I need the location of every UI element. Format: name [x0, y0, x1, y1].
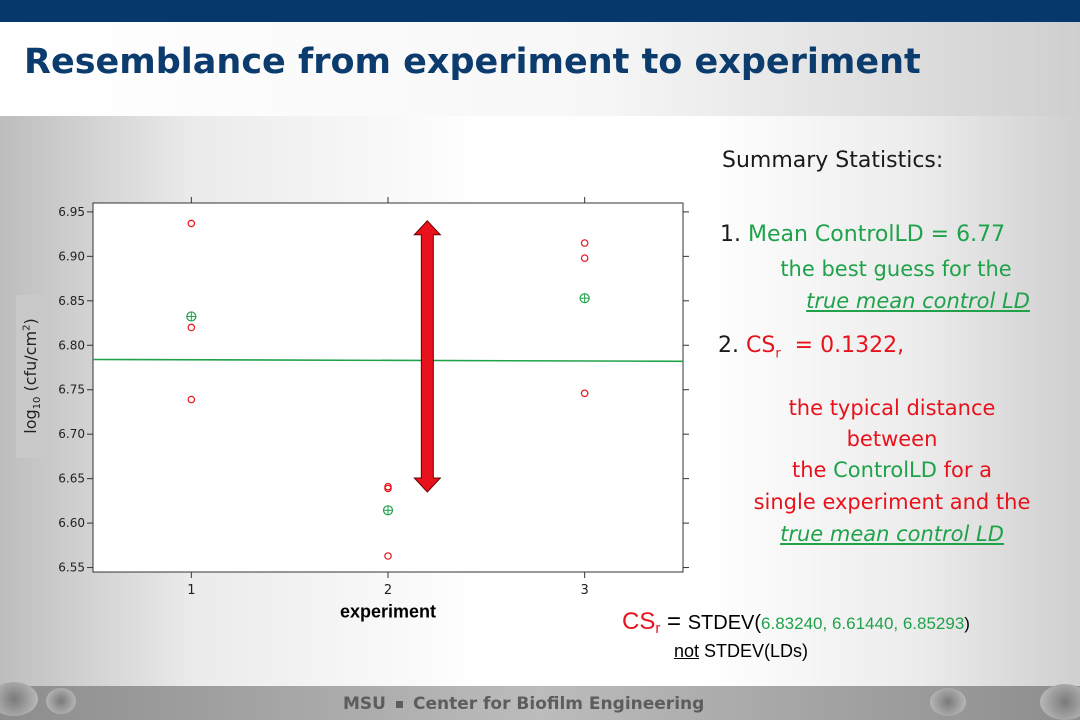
top-bar	[0, 0, 1080, 22]
data-point-ld	[580, 239, 589, 247]
stat2-line5: single experiment and the	[753, 490, 1031, 514]
data-point-ld	[384, 552, 392, 560]
y-tick-label: 6.70	[58, 427, 85, 441]
stat2-line1: 2. CSr = 0.1322,	[718, 333, 904, 361]
stat2-line2: the typical distance	[788, 396, 996, 420]
footer-bar: MSU Center for Biofilm Engineering	[0, 682, 1080, 720]
range-double-arrow	[413, 220, 442, 493]
stat2-line6: true mean control LD	[780, 522, 1004, 546]
biofilm-image-right	[930, 688, 966, 716]
formula-note: not STDEV(LDs)	[674, 641, 809, 661]
data-point-ld	[580, 254, 589, 262]
data-point-control-ld	[382, 505, 394, 516]
stat1-number: 1.	[720, 222, 741, 247]
stat2-number: 2.	[718, 333, 739, 358]
slide-title: Resemblance from experiment to experimen…	[24, 42, 921, 82]
x-axis-label: experiment	[339, 601, 437, 622]
stat2-cs: CSr = 0.1322,	[746, 333, 905, 362]
y-axis-label-box	[16, 295, 48, 458]
stat1-label: Mean ControlLD = 6.77	[748, 222, 1006, 247]
x-tick-label: 1	[187, 583, 195, 598]
biofilm-image-right-2	[1040, 684, 1080, 720]
data-point-ld	[187, 219, 196, 228]
footer-separator	[395, 700, 403, 708]
stat2-line4: the ControlLD for a	[791, 458, 993, 482]
y-tick-label: 6.55	[58, 561, 85, 575]
y-tick-label: 6.95	[58, 205, 85, 219]
biofilm-image-left-2	[46, 688, 76, 714]
stat1-line3: true mean control LD	[806, 289, 1030, 313]
footer-msu: MSU	[343, 694, 386, 714]
y-tick-label: 6.80	[58, 338, 85, 352]
plot-area	[92, 202, 684, 573]
formula-line: CSr = STDEV(6.83240, 6.61440, 6.85293)	[622, 608, 970, 638]
x-tick-label: 3	[581, 583, 589, 598]
mean-line	[92, 358, 684, 363]
y-tick-label: 6.85	[58, 294, 85, 308]
stat1-line1: 1. Mean ControlLD = 6.77	[720, 222, 1005, 247]
footer-center: Center for Biofilm Engineering	[412, 694, 705, 714]
data-point-ld	[384, 484, 392, 493]
data-point-control-ld	[186, 311, 197, 322]
title-bar	[0, 22, 1080, 116]
footer-text: MSU Center for Biofilm Engineering	[343, 694, 704, 714]
summary-heading: Summary Statistics:	[722, 148, 944, 173]
data-point-ld	[187, 323, 196, 332]
stat2-line3: between	[846, 427, 938, 451]
y-tick-label: 6.65	[58, 472, 85, 486]
data-point-ld	[187, 395, 196, 404]
data-point-control-ld	[579, 293, 590, 304]
y-tick-label: 6.75	[58, 383, 85, 397]
x-tick-label: 2	[384, 583, 392, 598]
stat1-line2: the best guess for the	[780, 257, 1012, 281]
y-tick-label: 6.90	[58, 249, 85, 263]
biofilm-image-left	[0, 682, 38, 716]
y-tick-label: 6.60	[58, 516, 85, 530]
data-point-ld	[580, 389, 589, 398]
